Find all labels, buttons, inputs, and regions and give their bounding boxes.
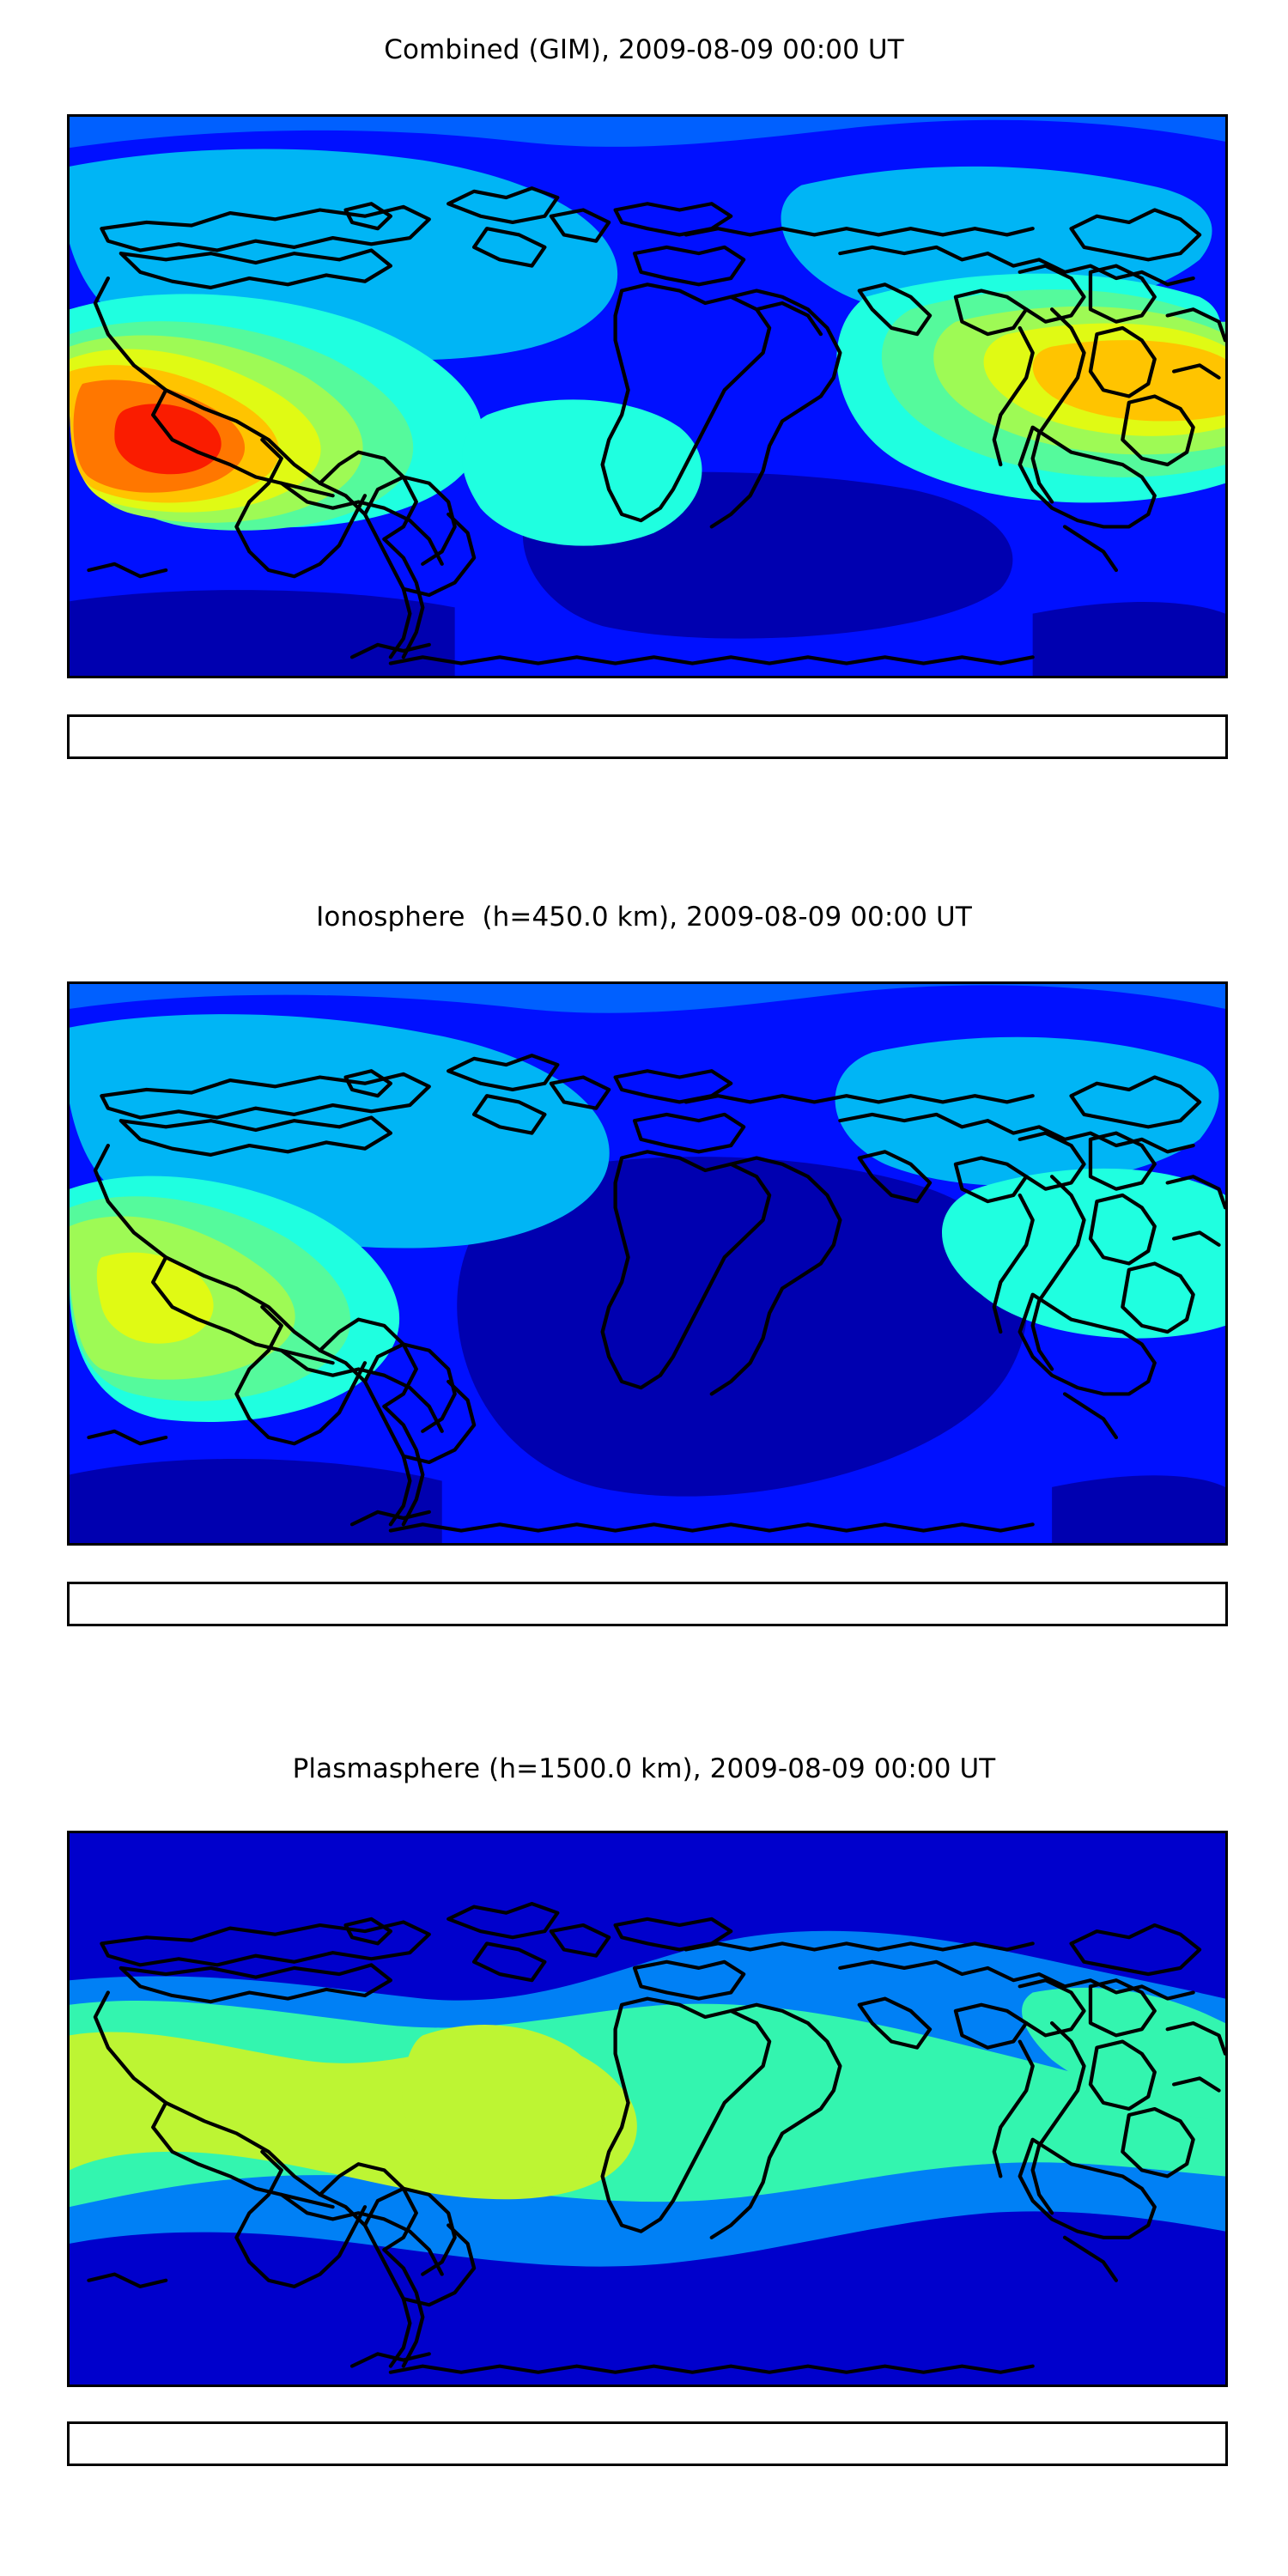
coastlines-plasmasphere (87, 1901, 1225, 2374)
map-plasmasphere (67, 1831, 1228, 2387)
coastlines-combined (87, 186, 1225, 665)
colorbar-ionosphere-axis (67, 1626, 1228, 1680)
panel-ionosphere: Ionosphere (h=450.0 km), 2009-08-09 00:0… (0, 867, 1288, 1735)
colorbar-plasmasphere-bands (67, 2421, 1228, 2466)
map-combined-gim (67, 114, 1228, 678)
coastlines-ionosphere (87, 1054, 1225, 1533)
colorbar-plasmasphere-axis (67, 2466, 1228, 2519)
colorbar-combined-axis (67, 759, 1228, 812)
map-svg-combined (70, 117, 1225, 676)
panel-title-combined: Combined (GIM), 2009-08-09 00:00 UT (384, 34, 904, 65)
contour-bands-plasmasphere (70, 1930, 1225, 2267)
colorbar-combined-bands (67, 714, 1228, 759)
map-ionosphere (67, 981, 1228, 1546)
colorbar-ionosphere (67, 1582, 1228, 1680)
colorbar-ionosphere-bands (67, 1582, 1228, 1626)
panel-plasmasphere: Plasmasphere (h=1500.0 km), 2009-08-09 0… (0, 1735, 1288, 2576)
map-svg-ionosphere (70, 984, 1225, 1543)
map-svg-plasmasphere (70, 1833, 1225, 2385)
colorbar-plasmasphere (67, 2421, 1228, 2519)
panel-combined-gim: Combined (GIM), 2009-08-09 00:00 UT (0, 0, 1288, 867)
colorbar-combined (67, 714, 1228, 812)
panel-title-plasmasphere: Plasmasphere (h=1500.0 km), 2009-08-09 0… (292, 1753, 996, 1784)
contour-bands-combined (70, 117, 1225, 676)
panel-title-ionosphere: Ionosphere (h=450.0 km), 2009-08-09 00:0… (316, 902, 972, 933)
